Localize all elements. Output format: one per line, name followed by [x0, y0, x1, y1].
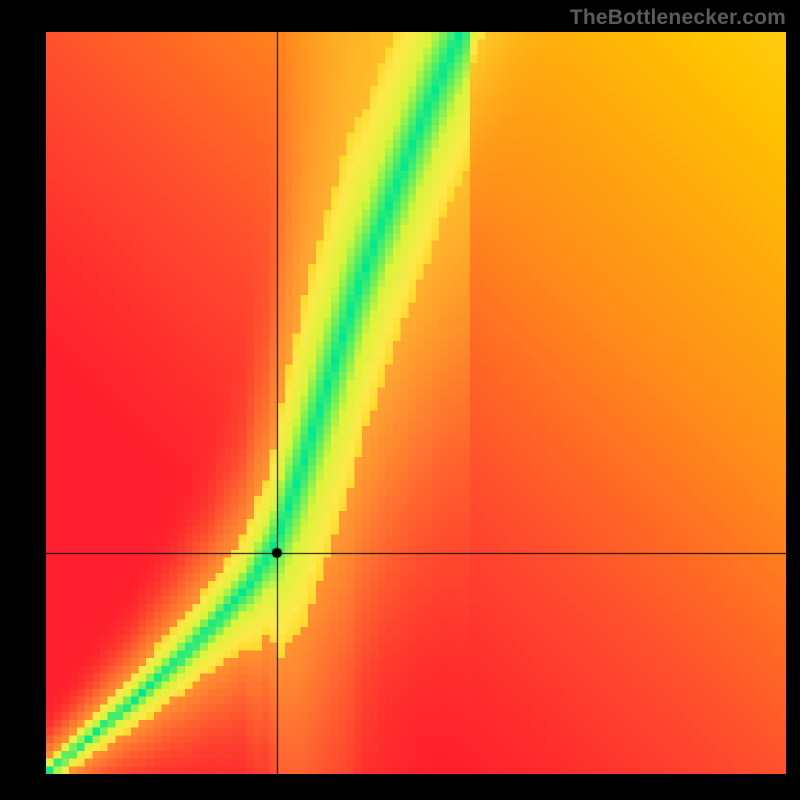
watermark-text: TheBottlenecker.com [570, 6, 786, 30]
chart-container: TheBottlenecker.com [0, 0, 800, 800]
crosshair-overlay [46, 32, 786, 774]
